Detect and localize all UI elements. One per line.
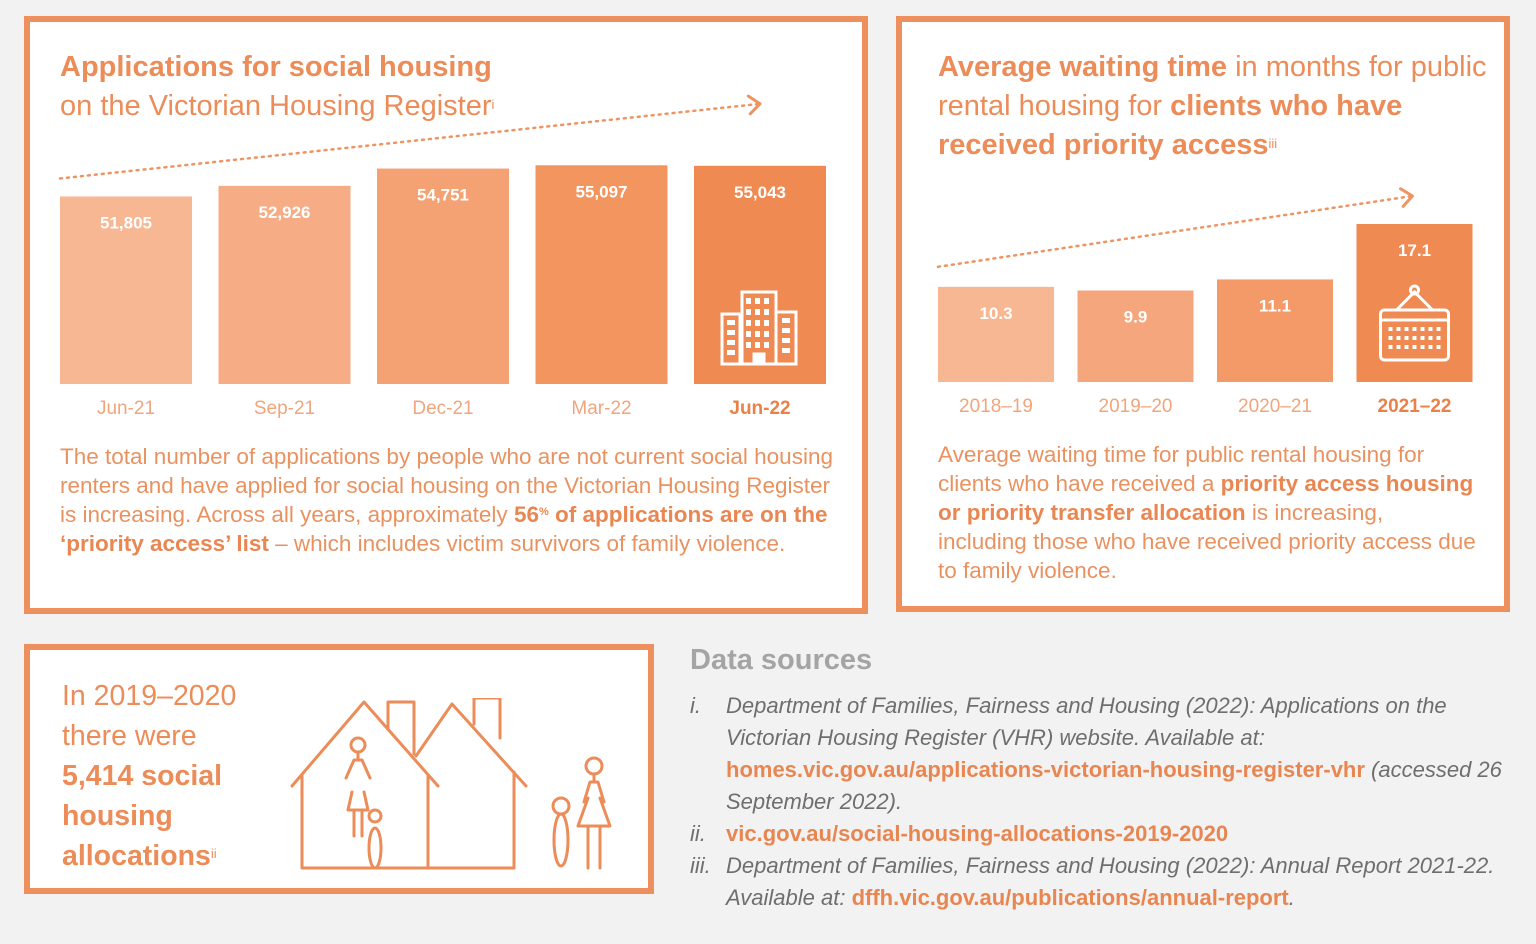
- data-label: 52,926: [259, 203, 311, 222]
- category-label: Mar-22: [571, 398, 631, 419]
- waiting-time-panel: Average waiting time in months for publi…: [896, 16, 1510, 612]
- wait-desc-part1: Average waiting time for public rental h…: [938, 442, 1425, 496]
- apps-desc-bold: of applications are on the ‘priority acc…: [60, 502, 828, 556]
- alloc-line2: there were: [62, 720, 197, 752]
- source-number: i.: [690, 693, 701, 718]
- wait-title-note: iii: [1268, 136, 1278, 151]
- bar: [377, 168, 509, 384]
- applications-description: The total number of applications by peop…: [60, 442, 850, 558]
- waiting-time-bar-chart: 10.3 2018–19 9.9 2019–20 11.1 2020–21 17.1 2021…: [936, 187, 1473, 417]
- bar: [60, 196, 192, 384]
- source-item: iii. Department of Families, Fairness an…: [690, 850, 1520, 914]
- category-label: Jun-22: [729, 398, 790, 419]
- applications-title: Applications for social housing on the V…: [60, 48, 820, 126]
- bar: [1077, 290, 1194, 382]
- waiting-time-title: Average waiting time in months for publi…: [938, 48, 1498, 165]
- wait-title-mid: in months for public rental housing for: [938, 51, 1487, 122]
- data-label: 10.3: [979, 304, 1012, 323]
- data-label: 17.1: [1398, 241, 1431, 260]
- wait-title-bold2: clients who have received priority acces…: [938, 90, 1403, 161]
- bar: [1217, 279, 1333, 382]
- data-label: 9.9: [1124, 308, 1148, 327]
- source-text: Department of Families, Fairness and Hou…: [726, 853, 1495, 910]
- data-label: 55,097: [576, 182, 628, 201]
- data-label: 54,751: [417, 186, 469, 205]
- wait-desc-part2: is increasing, including those who have …: [938, 500, 1476, 583]
- apps-desc-part1: The total number of applications by peop…: [60, 444, 833, 527]
- waiting-time-description: Average waiting time for public rental h…: [938, 440, 1478, 585]
- wait-desc-bold: priority access housing or priority tran…: [938, 471, 1474, 525]
- category-label: Sep-21: [254, 398, 315, 419]
- applications-title-rest: on the Victorian Housing Register: [60, 90, 492, 122]
- applications-title-bold: Applications for social housing: [60, 51, 492, 83]
- category-label: 2019–20: [1099, 396, 1173, 417]
- bar: [535, 165, 668, 384]
- trend-line: [936, 194, 1414, 269]
- allocations-text: In 2019–2020 there were 5,414 social hou…: [62, 676, 302, 876]
- category-label: Jun-21: [97, 398, 155, 419]
- source-item: i. Department of Families, Fairness and …: [690, 690, 1520, 818]
- source-item: ii. vic.gov.au/social-housing-allocation…: [690, 818, 1520, 850]
- wait-title-bold1: Average waiting time: [938, 51, 1228, 83]
- trend-arrow-head: [746, 94, 762, 116]
- family-house-icon: [290, 698, 612, 870]
- source-number: ii.: [690, 821, 706, 846]
- calendar-icon: [1379, 284, 1450, 362]
- source-after: (accessed 26 September 2022).: [726, 757, 1502, 814]
- data-sources: Data sources i. Department of Families, …: [690, 642, 1520, 914]
- allocations-panel: In 2019–2020 there were 5,414 social hou…: [24, 644, 654, 894]
- apps-desc-pct: 56: [513, 502, 539, 527]
- data-sources-heading: Data sources: [690, 644, 873, 676]
- applications-panel: Applications for social housing on the V…: [24, 16, 868, 614]
- source-link[interactable]: vic.gov.au/social-housing-allocations-20…: [726, 821, 1229, 846]
- bar: [938, 286, 1054, 382]
- bar: [1356, 224, 1473, 382]
- apps-desc-part2: – which includes victim survivors of fam…: [268, 531, 786, 556]
- category-label: 2018–19: [959, 396, 1033, 417]
- applications-bar-chart: 51,805 Jun-21 52,926 Sep-21 54,751 Dec-21 55,0…: [58, 94, 826, 419]
- category-label: Dec-21: [412, 398, 473, 419]
- data-label: 11.1: [1259, 296, 1291, 315]
- source-link[interactable]: dffh.vic.gov.au/publications/annual-repo…: [851, 885, 1289, 910]
- building-icon: [720, 290, 798, 366]
- bar: [218, 185, 351, 384]
- alloc-line1: In 2019–2020: [62, 680, 237, 712]
- source-link[interactable]: homes.vic.gov.au/applications-victorian-…: [726, 757, 1365, 782]
- source-text: Department of Families, Fairness and Hou…: [726, 693, 1447, 750]
- apps-desc-pct-sup: %: [538, 506, 549, 518]
- applications-title-note: i: [491, 97, 495, 112]
- alloc-bold: 5,414 social housing allocations: [62, 760, 223, 872]
- category-label: 2021–22: [1378, 396, 1452, 417]
- data-label: 51,805: [100, 213, 152, 232]
- data-label: 55,043: [734, 183, 786, 202]
- trend-line: [58, 102, 762, 180]
- trend-arrow-head: [1399, 187, 1414, 208]
- category-label: 2020–21: [1238, 396, 1312, 417]
- source-after: .: [1288, 885, 1295, 910]
- alloc-note: ii: [210, 846, 217, 861]
- source-number: iii.: [690, 853, 711, 878]
